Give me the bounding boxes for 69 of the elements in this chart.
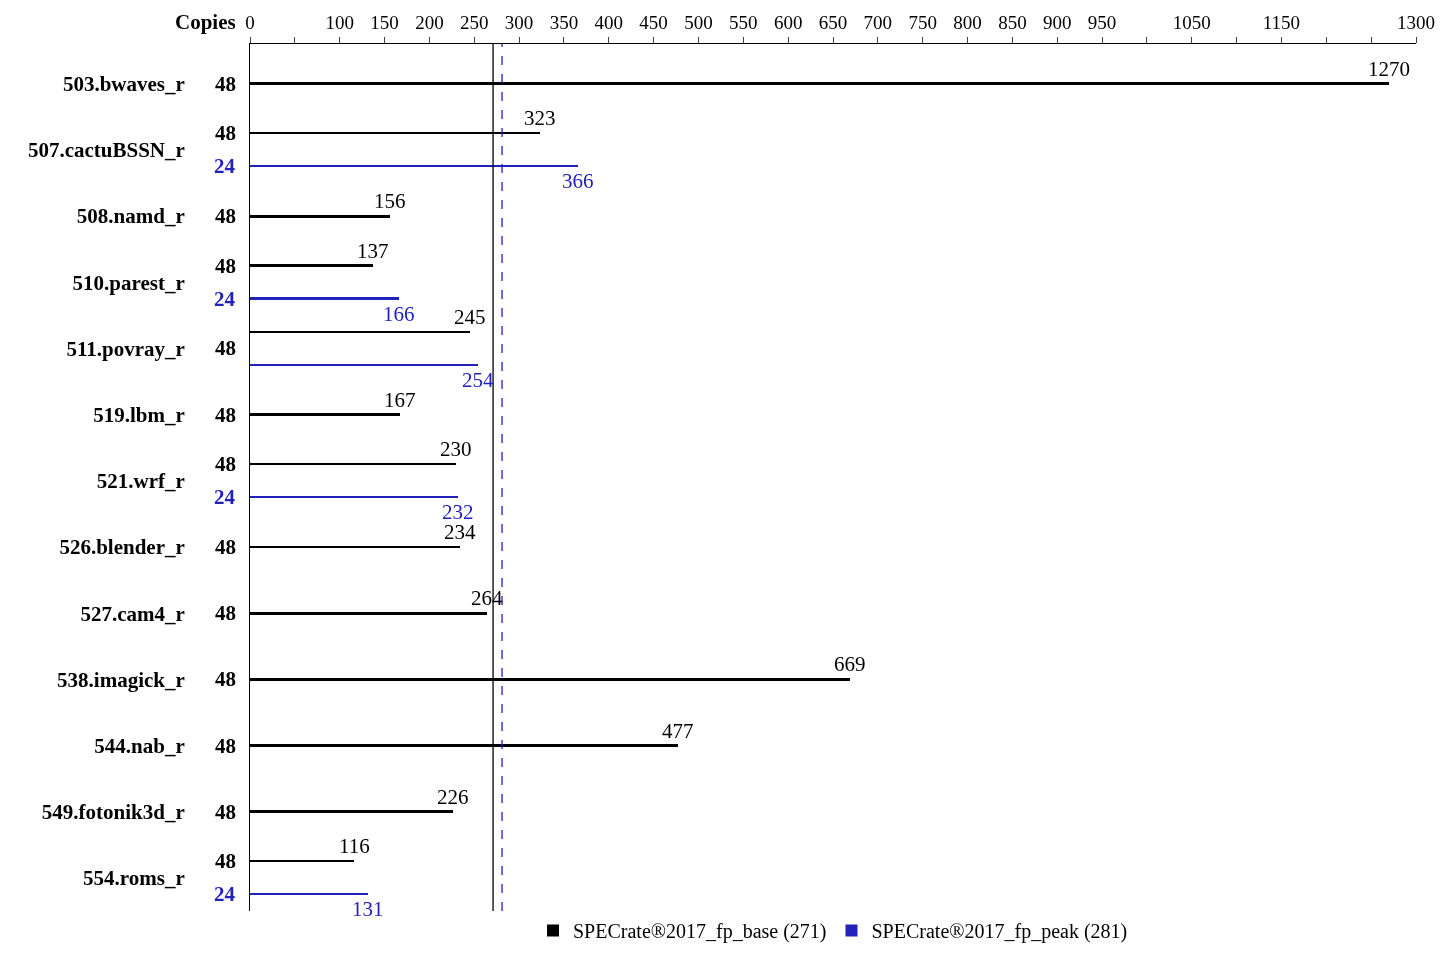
x-tick-label: 850 [998, 12, 1027, 34]
x-tick-label: 250 [459, 12, 489, 34]
data-label: 230 [440, 437, 472, 461]
legend-label: SPECrate®2017_fp_peak (281) [871, 920, 1128, 944]
x-tick-label: 750 [908, 12, 937, 34]
text: 48 [215, 601, 236, 625]
y-tick-label: 549.fotonik3d_r [41, 800, 185, 825]
x-tick-label: 0 [245, 12, 255, 34]
data-label: 226 [437, 785, 469, 809]
bar [250, 364, 478, 366]
text: 48 [215, 667, 236, 691]
data-label: 156 [374, 189, 406, 213]
x-tick-label: 300 [504, 12, 534, 34]
text: 48 24 [214, 452, 236, 509]
data-label: 116 [339, 834, 370, 858]
data-label: 245 [454, 305, 486, 329]
x-tick-label: 800 [953, 12, 982, 34]
x-tick-label: 950 [1087, 12, 1117, 34]
x-tick-label: 600 [773, 12, 803, 34]
x-tick-label: 550 [729, 12, 758, 34]
text: 48 [215, 734, 236, 758]
text: 48 24 [214, 254, 236, 311]
data-label: 669 [834, 652, 866, 676]
text: 48 [215, 204, 236, 228]
text: 48 24 [214, 121, 236, 178]
y-tick-label: 503.bwaves_r [62, 72, 185, 97]
data-label: 366 [562, 169, 594, 193]
data-label: 1270 [1368, 57, 1410, 81]
text: 48 [215, 535, 236, 559]
y-tick-label: 511.povray_r [66, 336, 185, 361]
x-tick-label: 1050 [1172, 12, 1211, 34]
x-tick-label: 450 [639, 12, 668, 34]
bar [250, 297, 399, 300]
data-label: 137 [357, 239, 389, 263]
text: 48 [215, 336, 236, 360]
data-label: 323 [524, 106, 556, 130]
x-tick-label: 900 [1042, 12, 1072, 34]
x-tick-label: 400 [594, 12, 624, 34]
x-tick-label: 350 [549, 12, 579, 34]
text: 48 24 [214, 849, 236, 906]
x-tick-label: 200 [415, 12, 444, 34]
y-tick-label: 507.cactuBSSN_r [27, 138, 185, 163]
x-tick-label: 500 [684, 12, 713, 34]
x-tick-label: 150 [370, 12, 399, 34]
x-tick-label: 650 [818, 12, 848, 34]
data-label: 167 [384, 388, 416, 412]
x-tick-label: 700 [863, 12, 893, 34]
y-axis-title: Copies [175, 10, 236, 34]
y-tick-label: 521.wrf_r [96, 469, 185, 494]
x-tick-label: 1300 [1397, 12, 1435, 34]
x-tick-label: 100 [325, 12, 354, 34]
y-tick-label: 526.blender_r [59, 535, 185, 560]
y-tick-label: 519.lbm_r [93, 402, 185, 427]
text: 48 [215, 72, 236, 96]
legend-label: SPECrate®2017_fp_base (271) [573, 920, 827, 944]
y-tick-label: 510.parest_r [72, 270, 185, 295]
x-tick-label: 1150 [1262, 12, 1301, 34]
bar [250, 496, 458, 498]
y-tick-label: 544.nab_r [94, 733, 185, 758]
data-label: 166 [383, 302, 415, 326]
y-tick-label: 527.cam4_r [80, 601, 185, 626]
text: 48 [215, 800, 236, 824]
y-tick-label: 508.namd_r [76, 204, 185, 229]
y-tick-label: 554.roms_r [83, 866, 185, 891]
text: 48 [215, 403, 236, 427]
y-tick-label: 538.imagick_r [57, 667, 185, 692]
data-label: 131 [352, 897, 384, 921]
bar [250, 893, 368, 895]
data-label: 477 [662, 719, 694, 743]
